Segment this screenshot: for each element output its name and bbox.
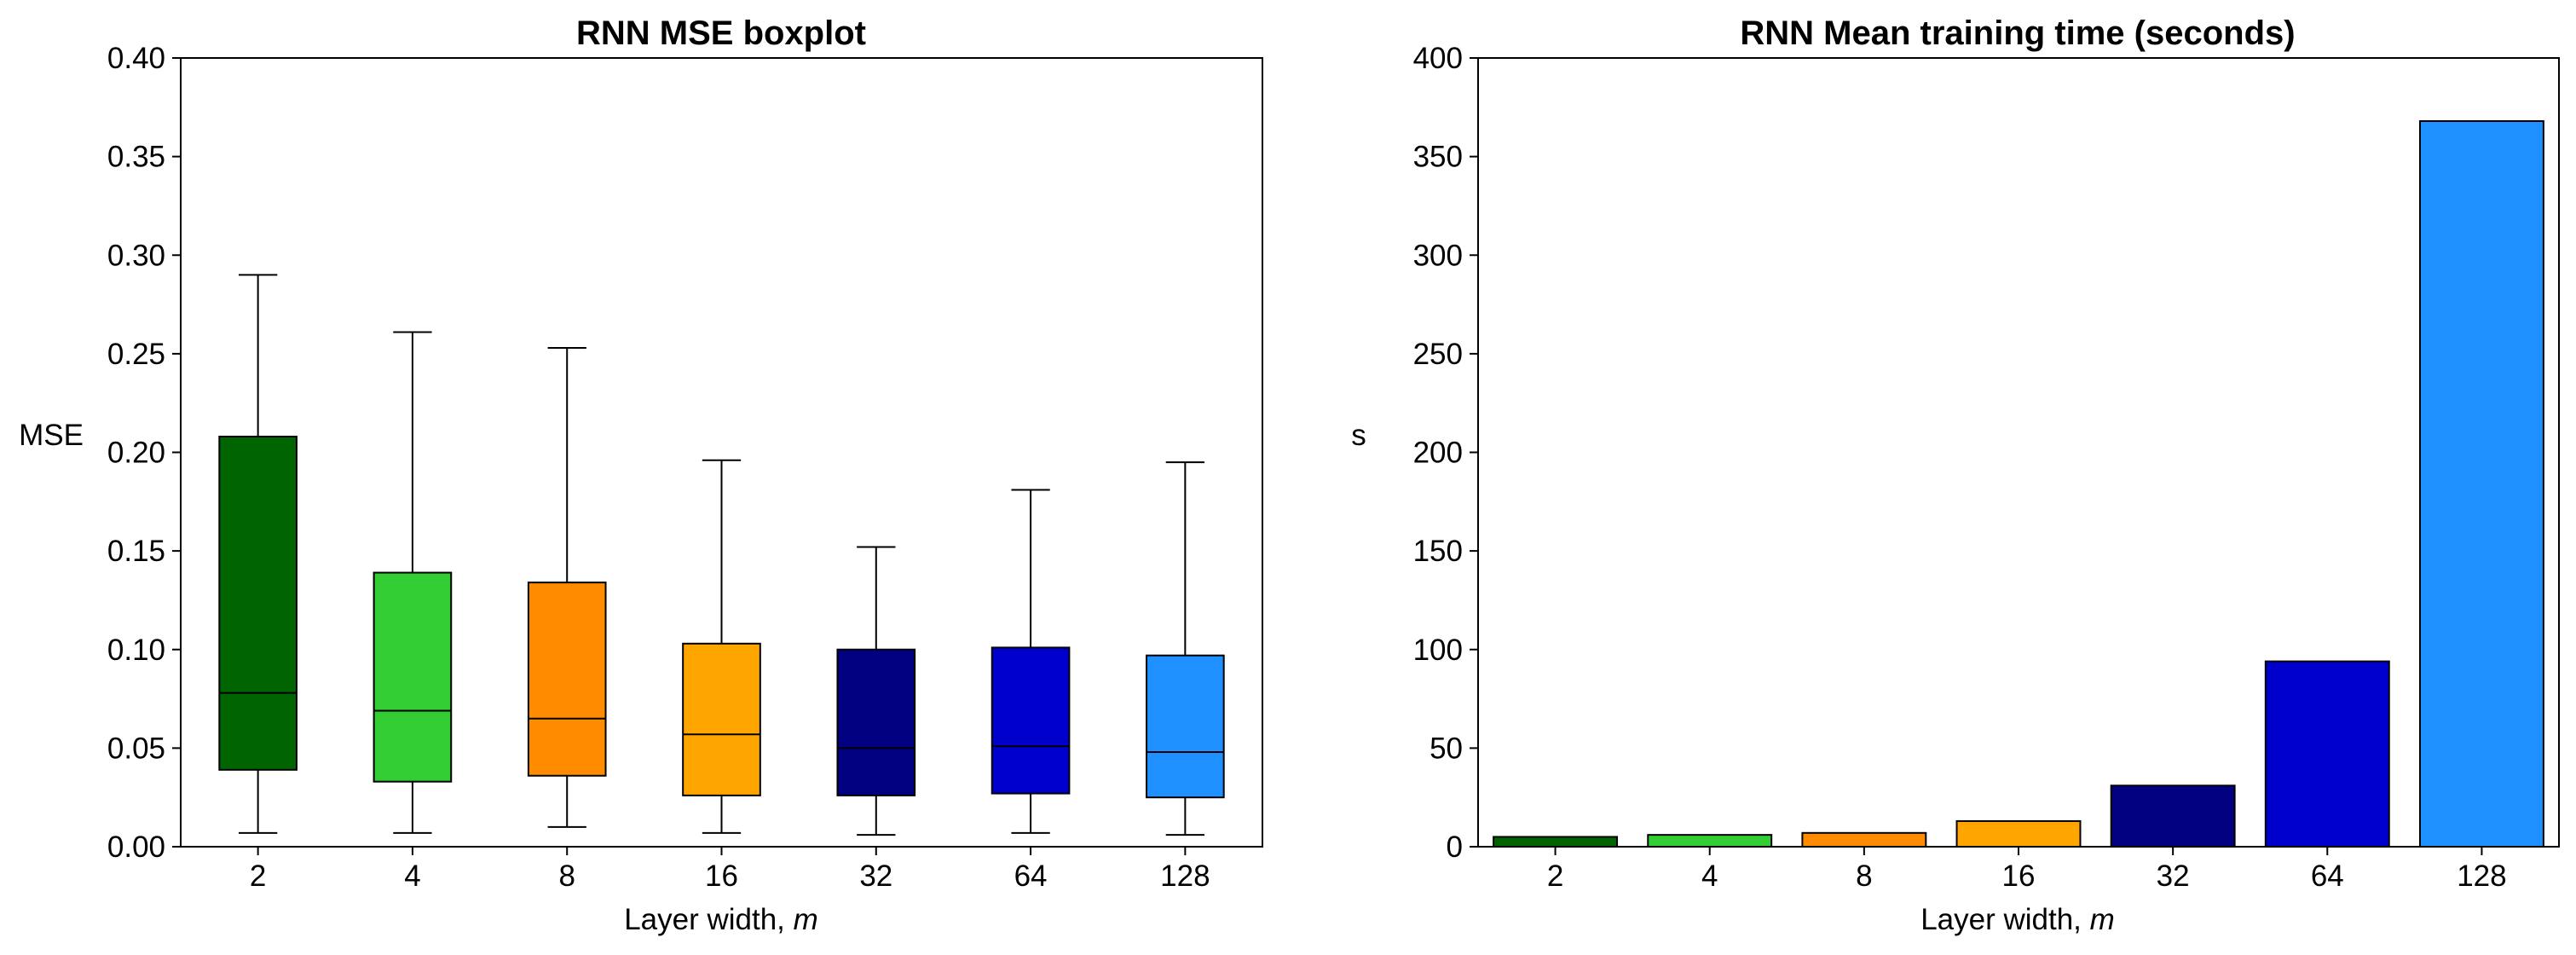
box-2	[218, 436, 297, 771]
box-64	[991, 646, 1071, 795]
y-tick-label: 0.25	[107, 338, 165, 371]
y-tick-label: 0.30	[107, 239, 165, 272]
bar-32	[2110, 784, 2236, 848]
x-tick-label: 8	[558, 860, 575, 893]
y-tick-label: 0.10	[107, 634, 165, 667]
box-128	[1146, 654, 1225, 799]
x-axis-label-var: m	[2090, 903, 2115, 936]
y-tick-label: 150	[1413, 535, 1463, 568]
x-axis-label-text: Layer width,	[1920, 903, 2089, 936]
bar-128	[2418, 120, 2544, 848]
x-tick-label: 8	[1856, 860, 1872, 893]
y-axis-label: MSE	[19, 419, 84, 452]
chart-title: RNN Mean training time (seconds)	[1740, 14, 2295, 52]
y-tick-label: 0.00	[107, 831, 165, 864]
mse-boxplot-panel: RNN MSE boxplot MSE Layer width, m 0.000…	[19, 14, 1263, 936]
x-axis-label-text: Layer width,	[624, 903, 793, 936]
y-tick-label: 50	[1430, 732, 1463, 765]
y-tick-label: 400	[1413, 42, 1463, 75]
y-axis-label: s	[1351, 419, 1366, 452]
bar-64	[2264, 660, 2390, 848]
x-tick-label: 2	[250, 860, 266, 893]
y-tick-label: 200	[1413, 437, 1463, 470]
bar-4	[1647, 834, 1773, 848]
x-tick-label: 4	[1701, 860, 1718, 893]
x-tick-label: 16	[2002, 860, 2036, 893]
x-tick-label: 64	[2311, 860, 2344, 893]
y-tick-label: 250	[1413, 338, 1463, 371]
y-tick-label: 0	[1447, 831, 1463, 864]
training-time-bar-panel: RNN Mean training time (seconds) s Layer…	[1351, 14, 2560, 936]
y-tick-label: 0.20	[107, 437, 165, 470]
x-axis-label: Layer width, m	[1920, 903, 2115, 936]
x-tick-label: 4	[404, 860, 420, 893]
x-tick-label: 32	[2157, 860, 2190, 893]
x-tick-label: 16	[705, 860, 738, 893]
x-axis-label: Layer width, m	[624, 903, 818, 936]
x-tick-label: 64	[1014, 860, 1048, 893]
x-tick-label: 2	[1547, 860, 1563, 893]
x-tick-label: 128	[1160, 860, 1210, 893]
bar-8	[1801, 831, 1927, 848]
y-tick-label: 0.05	[107, 732, 165, 765]
axes-frame	[180, 57, 1263, 848]
axes-frame	[1477, 57, 2560, 848]
box-32	[836, 648, 916, 796]
bar-area: 0 50 100 150 200 250 300 350 400 2 4 8 16 32 64 128	[1413, 42, 2560, 893]
boxplot-area: 0.00 0.05 0.10 0.15 0.20 0.25 0.30 0.35 0.40 2 4 8 1…	[107, 42, 1263, 893]
box-16	[682, 642, 761, 796]
y-tick-label: 0.40	[107, 42, 165, 75]
bar-16	[1955, 819, 2082, 848]
y-tick-label: 0.15	[107, 535, 165, 568]
y-tick-label: 350	[1413, 141, 1463, 174]
y-tick-label: 0.35	[107, 141, 165, 174]
x-tick-label: 128	[2457, 860, 2506, 893]
x-tick-label: 32	[859, 860, 892, 893]
bar-2	[1493, 836, 1619, 848]
chart-title: RNN MSE boxplot	[576, 14, 866, 52]
x-axis-label-var: m	[794, 903, 818, 936]
box-4	[373, 571, 453, 783]
box-8	[527, 582, 607, 777]
y-tick-label: 100	[1413, 634, 1463, 667]
y-tick-label: 300	[1413, 239, 1463, 272]
